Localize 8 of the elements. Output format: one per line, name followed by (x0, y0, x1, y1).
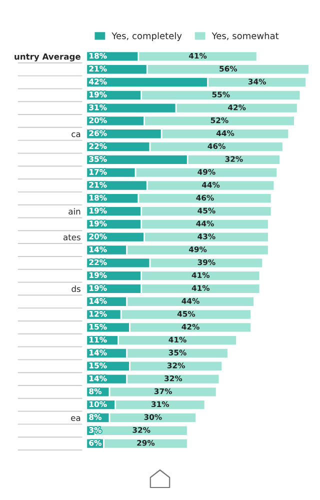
y-tick-label: ates (64, 234, 80, 240)
y-tick-label: ea (71, 416, 80, 422)
legend-label: Yes, somewhat (212, 32, 279, 40)
y-tick-label: untry Average (14, 54, 80, 62)
legend-label: Yes, completely (112, 32, 182, 41)
y-tick-label: ca (72, 132, 80, 138)
y-tick-label: ds (72, 286, 80, 292)
y-tick-label: ain (68, 208, 80, 215)
